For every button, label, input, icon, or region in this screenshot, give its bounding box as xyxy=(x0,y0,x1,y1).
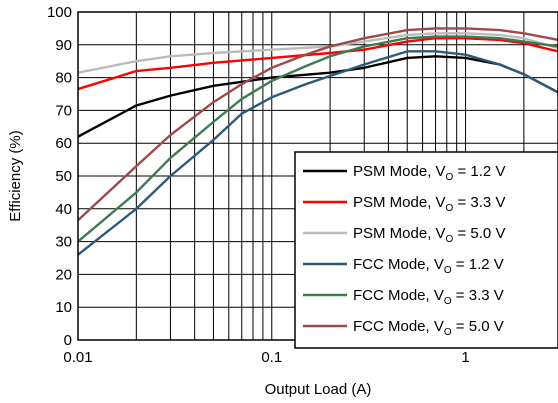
y-tick-label: 90 xyxy=(55,37,72,54)
x-tick-labels: 0.01 0.1 1 xyxy=(63,349,469,366)
x-axis-label: Output Load (A) xyxy=(265,381,372,398)
series-line-6 xyxy=(77,27,558,222)
x-tick-label: 0.01 xyxy=(63,349,92,366)
legend-entry: PSM Mode, VO = 1.2 V xyxy=(353,163,505,183)
x-tick-label: 1 xyxy=(461,349,469,366)
series-lines xyxy=(77,27,558,256)
x-tick-label: 0.1 xyxy=(261,349,282,366)
legend-entry: PSM Mode, VO = 5.0 V xyxy=(353,225,505,245)
y-axis-label: Efficiency (%) xyxy=(7,130,24,221)
legend-entry: PSM Mode, VO = 3.3 V xyxy=(353,194,505,214)
y-tick-label: 100 xyxy=(47,4,72,21)
y-tick-label: 70 xyxy=(55,102,72,119)
series-line-3 xyxy=(77,32,558,74)
legend-entry: FCC Mode, VO = 1.2 V xyxy=(353,256,504,276)
y-tick-label: 10 xyxy=(55,299,72,316)
series-line-1 xyxy=(77,55,558,138)
y-tick-label: 30 xyxy=(55,234,72,251)
y-tick-label: 40 xyxy=(55,201,72,218)
series-line-4 xyxy=(77,50,558,256)
series-line-5 xyxy=(77,35,558,243)
legend-box xyxy=(294,151,558,349)
y-tick-label: 80 xyxy=(55,70,72,87)
y-tick-label: 0 xyxy=(64,332,72,349)
y-tick-labels: 0 10 20 30 40 50 60 70 80 90 100 xyxy=(47,4,72,349)
legend: PSM Mode, VO = 1.2 V PSM Mode, VO = 3.3 V… xyxy=(294,151,558,349)
y-tick-label: 50 xyxy=(55,168,72,185)
series-line-2 xyxy=(77,37,558,91)
y-tick-label: 20 xyxy=(55,266,72,283)
y-tick-label: 60 xyxy=(55,135,72,152)
legend-entry: FCC Mode, VO = 3.3 V xyxy=(353,287,504,307)
legend-entry: FCC Mode, VO = 5.0 V xyxy=(353,318,504,338)
